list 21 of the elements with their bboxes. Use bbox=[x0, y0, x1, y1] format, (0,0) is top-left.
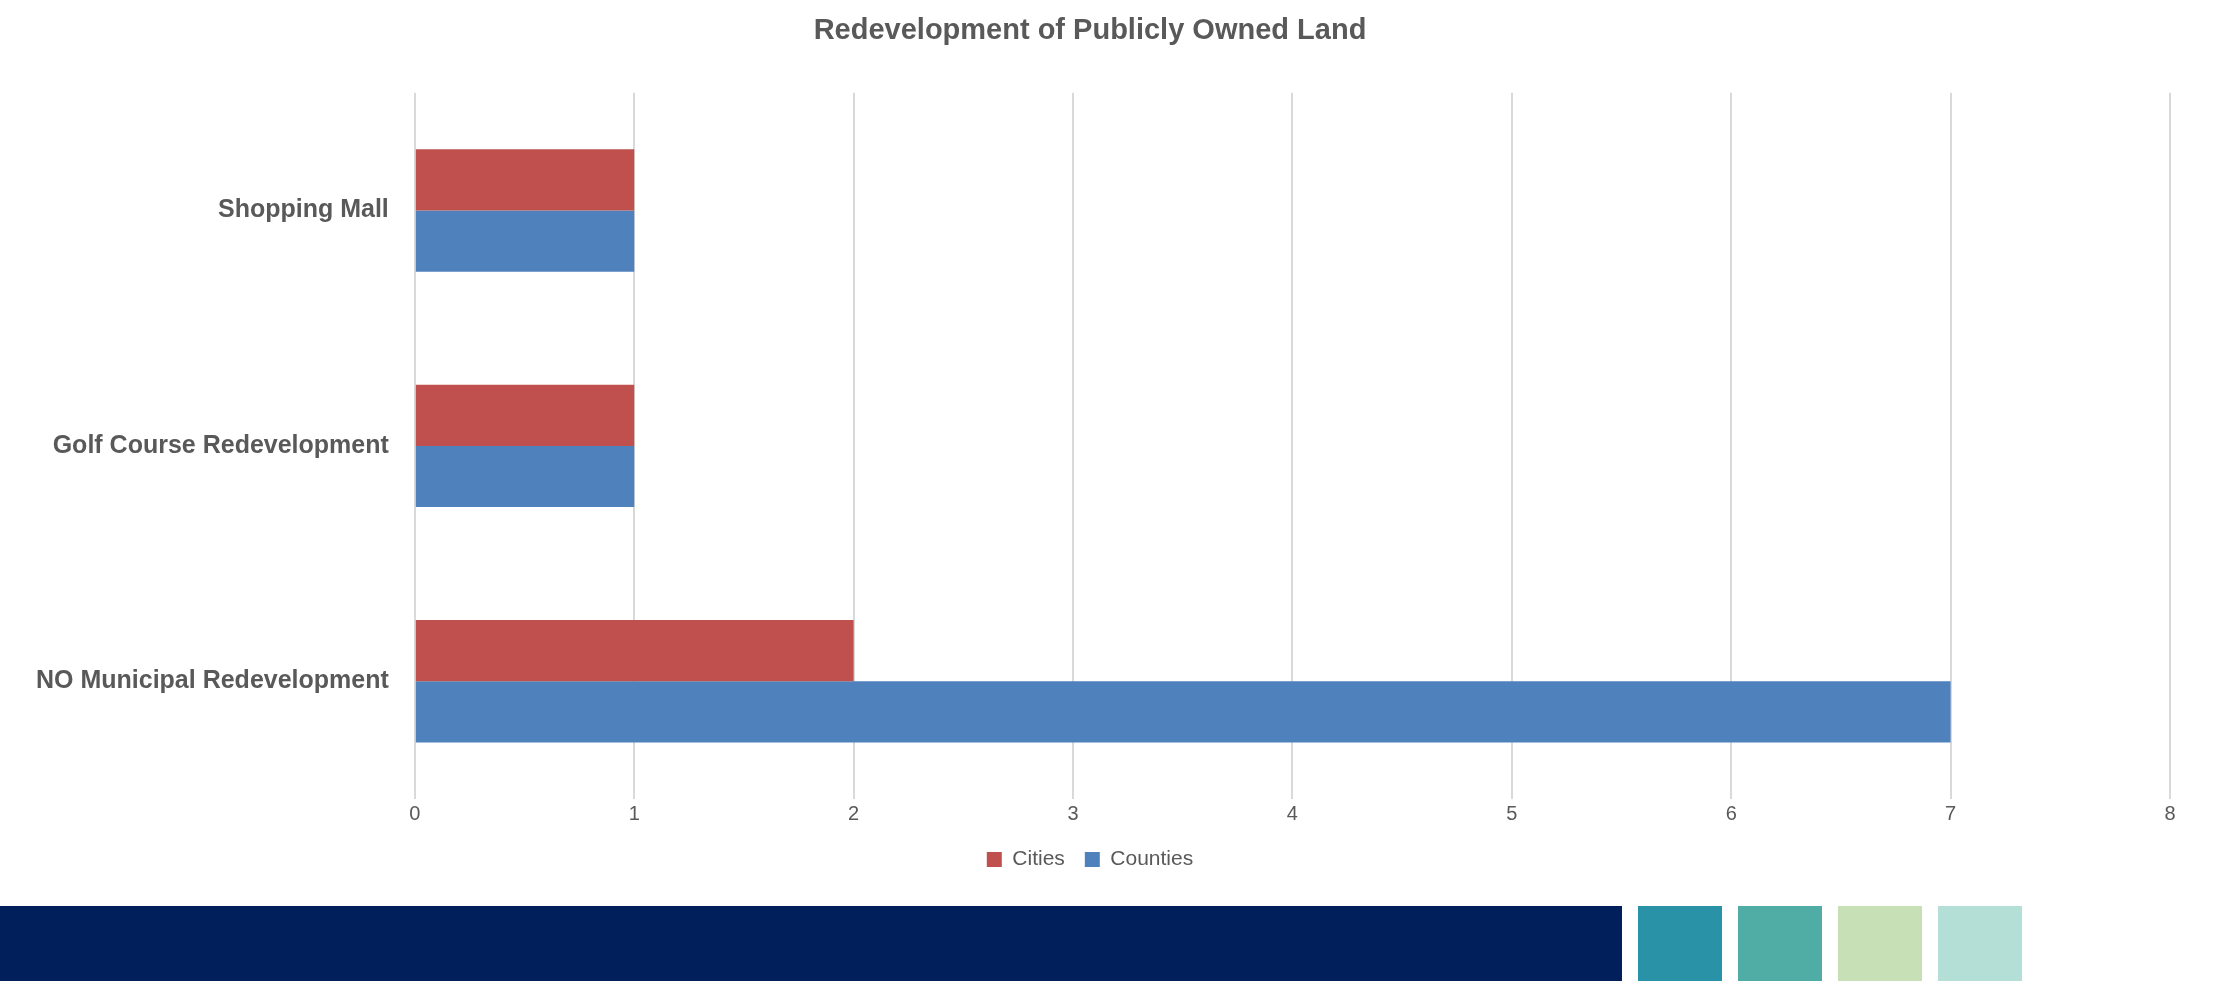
legend-label: Cities bbox=[1012, 846, 1065, 870]
bar bbox=[415, 384, 635, 446]
bar bbox=[415, 210, 635, 272]
x-tick-label: 5 bbox=[1506, 801, 1518, 824]
x-tick-label: 0 bbox=[409, 801, 421, 824]
bar bbox=[415, 149, 635, 211]
bar bbox=[415, 681, 1951, 743]
bar bbox=[415, 620, 854, 682]
x-tick-label: 7 bbox=[1945, 801, 1957, 824]
x-tick-label: 4 bbox=[1286, 801, 1298, 824]
y-tick-label: Shopping Mall bbox=[218, 194, 389, 223]
x-tick-label: 6 bbox=[1725, 801, 1737, 824]
y-tick-label: NO Municipal Redevelopment bbox=[35, 665, 390, 694]
legend-label: Counties bbox=[1110, 846, 1194, 870]
bar bbox=[415, 445, 635, 508]
y-tick-label: Golf Course Redevelopment bbox=[52, 429, 390, 458]
x-tick-label: 1 bbox=[628, 801, 640, 824]
x-tick-label: 3 bbox=[1067, 801, 1079, 824]
x-tick-label: 8 bbox=[2164, 801, 2176, 824]
x-tick-label: 2 bbox=[848, 801, 860, 824]
chart-title: Redevelopment of Publicly Owned Land bbox=[813, 13, 1367, 46]
